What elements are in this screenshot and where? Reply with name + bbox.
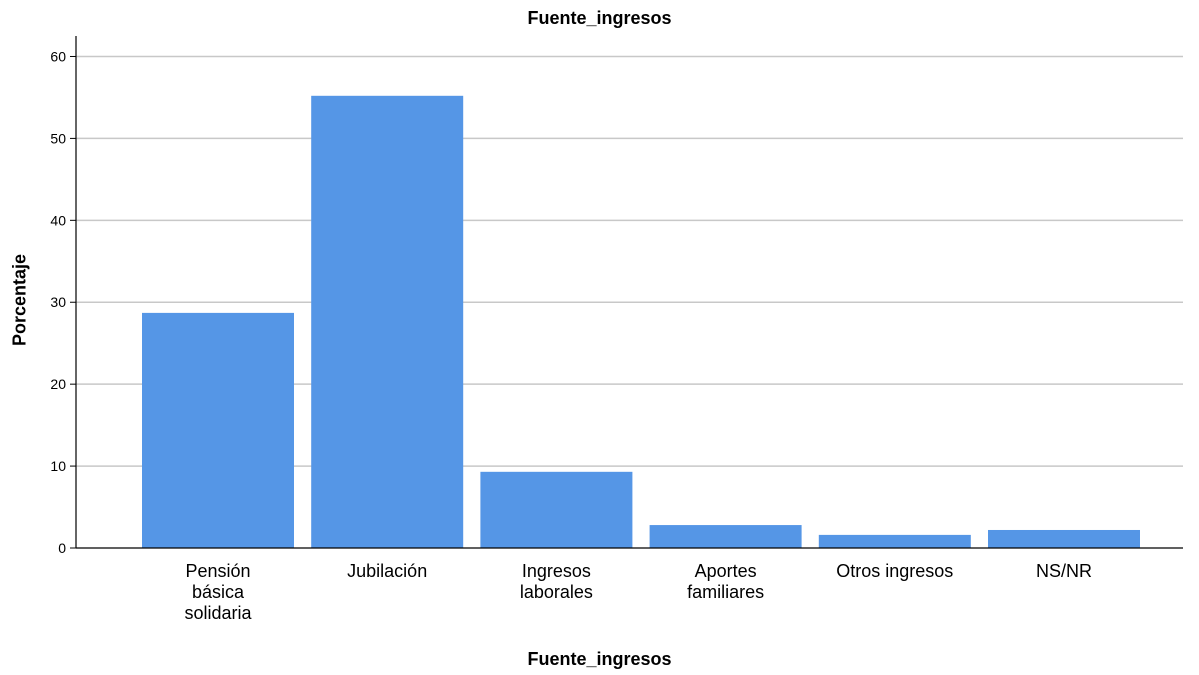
y-tick-label: 30	[50, 294, 66, 310]
x-tick-label: básica	[192, 582, 245, 602]
x-tick-label: Pensión	[185, 561, 250, 581]
y-tick-label: 40	[50, 212, 66, 228]
bar	[988, 529, 1140, 548]
x-tick-label: NS/NR	[1036, 561, 1092, 581]
bar	[818, 534, 971, 548]
axes	[70, 36, 1183, 549]
x-axis-title: Fuente_ingresos	[527, 649, 672, 669]
x-tick-label: Jubilación	[347, 561, 427, 581]
bar	[649, 525, 802, 548]
bars	[142, 95, 1140, 548]
x-tick-label: Ingresos	[522, 561, 591, 581]
bar	[480, 471, 633, 548]
y-tick-label: 60	[50, 48, 66, 64]
x-tick-label: familiares	[687, 582, 764, 602]
x-tick-label: solidaria	[184, 603, 252, 623]
x-tick-label: Aportes	[695, 561, 757, 581]
bar	[311, 95, 464, 548]
y-tick-label: 0	[58, 540, 66, 556]
chart-title: Fuente_ingresos	[527, 8, 672, 28]
y-tick-label: 10	[50, 458, 66, 474]
bar	[142, 312, 294, 548]
x-tick-label: laborales	[520, 582, 593, 602]
x-tick-label: Otros ingresos	[836, 561, 953, 581]
y-tick-label: 20	[50, 376, 66, 392]
y-tick-label: 50	[50, 130, 66, 146]
